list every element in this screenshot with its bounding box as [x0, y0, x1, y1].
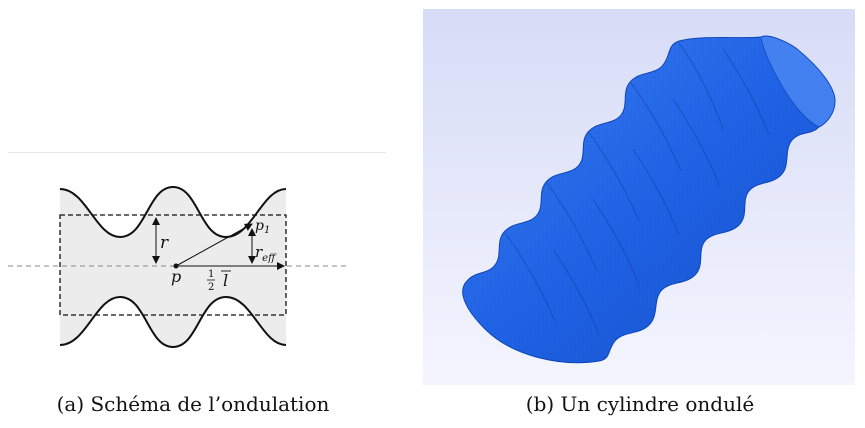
- vector-p-p1: [175, 223, 253, 267]
- fraction-denominator: 2: [208, 282, 214, 293]
- point-p1-label: p1: [255, 218, 270, 236]
- point-p-label: p: [171, 267, 181, 286]
- effective-radius-label: reff: [255, 243, 277, 264]
- caption-b: (b) Un cylindre ondulé: [525, 392, 755, 416]
- lower-wave-curve: [59, 295, 287, 349]
- undulated-cylinder-svg: [423, 9, 855, 385]
- cylinder-end-cap: [760, 35, 836, 128]
- effective-cylinder-rect: [59, 214, 287, 316]
- undulation-schematic-svg: r p p1 reff 1 2 l: [8, 185, 346, 349]
- undulated-region-fill: [60, 187, 286, 347]
- cylinder-contour-lines: [504, 42, 770, 336]
- radius-label: r: [160, 233, 169, 253]
- caption-a: (a) Schéma de l’ondulation: [56, 392, 330, 416]
- cylinder-voxel-texture: [462, 36, 835, 363]
- fraction-numerator: 1: [208, 269, 214, 280]
- length-label: l: [223, 271, 228, 290]
- undulated-cylinder-render: [423, 9, 855, 385]
- undulation-schematic: r p p1 reff 1 2 l: [8, 152, 386, 385]
